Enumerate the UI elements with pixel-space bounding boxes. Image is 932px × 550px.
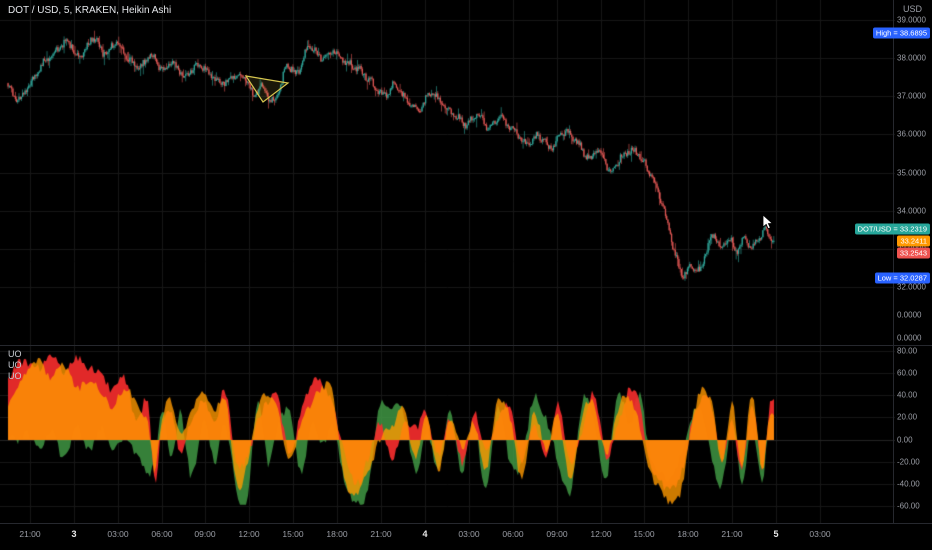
time-label: 15:00 (633, 529, 655, 539)
triangle-drawing[interactable] (240, 70, 296, 110)
indicator-tick: 0.00 (897, 435, 913, 445)
price-tick: 32.0000 (897, 282, 926, 292)
time-label: 18:00 (326, 529, 348, 539)
time-label: 09:00 (194, 529, 216, 539)
price-tag-low: Low = 32.0287 (874, 272, 930, 284)
indicator-tick: 80.00 (897, 346, 918, 356)
triangle-shape[interactable] (244, 75, 290, 103)
time-axis[interactable]: 21:00 3 03:00 06:00 09:00 12:00 15:00 18:00 21:0… (0, 523, 932, 550)
time-label: 12:00 (238, 529, 260, 539)
price-tick: 34.0000 (897, 206, 926, 216)
price-axis[interactable]: 39.0000 38.0000 37.0000 36.0000 35.0000 34.00… (854, 0, 932, 523)
indicator-legend-item[interactable]: UO (8, 349, 22, 359)
price-axis-border (893, 0, 894, 523)
time-label: 4 (422, 529, 428, 539)
symbol-title: DOT / USD, 5, KRAKEN, Heikin Ashi (8, 5, 172, 16)
symbol-legend[interactable]: DOT / USD, 5, KRAKEN, Heikin Ashi (8, 5, 171, 16)
time-label: 3 (71, 529, 77, 539)
price-tag-symbol: DOT/USD = 33.2319 (854, 223, 930, 235)
indicator-axis[interactable]: 80.00 60.00 40.00 20.00 0.00 -20.00 -40.00 -60.… (893, 345, 932, 523)
price-tag-high: High = 38.6895 (872, 27, 930, 39)
time-label: 06:00 (502, 529, 524, 539)
price-tick: 36.0000 (897, 129, 926, 139)
time-label: 15:00 (282, 529, 304, 539)
time-label: 21:00 (721, 529, 743, 539)
price-tick: 39.0000 (897, 15, 926, 25)
indicator-legend: UO UO UO (8, 349, 22, 382)
indicator-legend-item[interactable]: UO (8, 360, 22, 370)
indicator-tick: -20.00 (897, 457, 920, 467)
price-tick: 0.0000 (897, 310, 922, 320)
time-label: 18:00 (677, 529, 699, 539)
indicator-tick: 20.00 (897, 412, 918, 422)
time-label: 5 (773, 529, 779, 539)
price-tick: 38.0000 (897, 53, 926, 63)
time-label: 03:00 (809, 529, 831, 539)
time-label: 09:00 (546, 529, 568, 539)
price-tick: 37.0000 (897, 91, 926, 101)
time-label: 12:00 (590, 529, 612, 539)
time-label: 21:00 (19, 529, 41, 539)
time-label: 21:00 (370, 529, 392, 539)
indicator-legend-item[interactable]: UO (8, 371, 22, 381)
indicator-tick: -40.00 (897, 479, 920, 489)
price-tag-ma: 33.2411 (897, 235, 930, 247)
time-axis-border (0, 523, 932, 524)
price-tick: 35.0000 (897, 168, 926, 178)
price-tag-last: 33.2543 (896, 247, 930, 259)
indicator-tick: -60.00 (897, 501, 920, 511)
time-label: 06:00 (151, 529, 173, 539)
price-chart-canvas[interactable] (0, 0, 895, 523)
time-label: 03:00 (458, 529, 480, 539)
price-tick: 0.0000 (897, 333, 922, 343)
currency-toggle[interactable]: USD (903, 4, 923, 14)
indicator-tick: 60.00 (897, 368, 918, 378)
indicator-tick: 40.00 (897, 390, 918, 400)
time-label: 03:00 (107, 529, 129, 539)
pane-separator[interactable] (0, 345, 932, 346)
